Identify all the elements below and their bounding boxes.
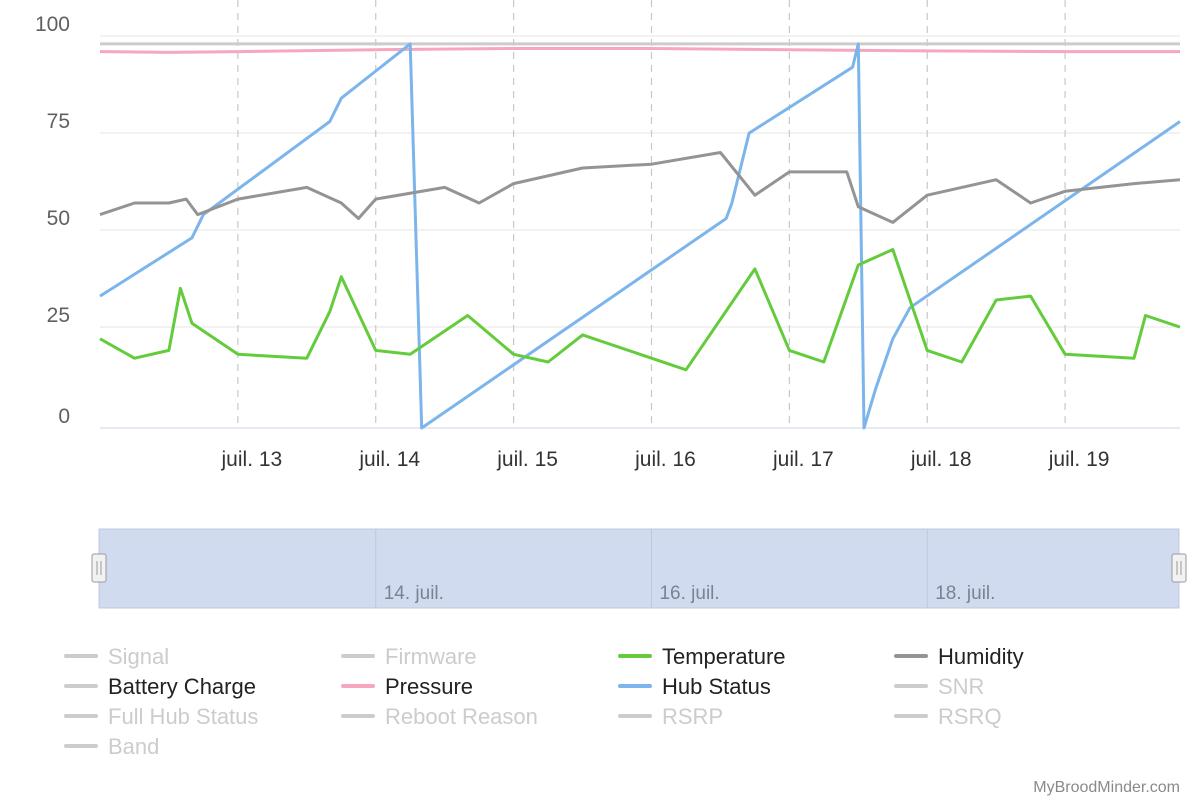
navigator-label: 16. juil. [659,583,719,604]
legend-item-rsrp[interactable]: RSRP [618,704,723,729]
y-tick-label: 25 [47,304,70,327]
legend-item-snr[interactable]: SNR [894,674,984,699]
x-tick-label: juil. 17 [772,448,834,471]
navigator-range[interactable] [98,528,1180,609]
series-line-hub-status [99,42,1181,430]
x-axis-labels: juil. 13 juil. 14 juil. 15 juil. 16 juil. 17… [221,448,1110,471]
legend: Signal Firmware Temperature Humidity Battery… [64,644,1024,759]
y-axis-labels: 0 25 50 75 100 [35,13,70,428]
legend-item-pressure[interactable]: Pressure [341,674,473,699]
legend-label: Battery Charge [108,674,256,699]
legend-item-signal[interactable]: Signal [64,644,169,669]
x-tick-label: juil. 16 [634,448,696,471]
series-line-temperature [99,248,1181,372]
legend-item-temperature[interactable]: Temperature [618,644,786,669]
legend-item-reboot-reason[interactable]: Reboot Reason [341,704,538,729]
legend-label: Pressure [385,674,473,699]
legend-item-full-hub-status[interactable]: Full Hub Status [64,704,258,729]
x-tick-label: juil. 19 [1048,448,1110,471]
legend-label: Full Hub Status [108,704,258,729]
y-tick-label: 100 [35,13,70,36]
series-line-pressure [99,47,1180,54]
legend-label: Firmware [385,644,477,669]
series-line-humidity [99,151,1181,224]
legend-item-hub-status[interactable]: Hub Status [618,674,771,699]
legend-label: SNR [938,674,984,699]
y-tick-label: 0 [58,405,70,428]
legend-item-firmware[interactable]: Firmware [341,644,477,669]
y-tick-label: 75 [47,110,70,133]
x-tick-label: juil. 14 [358,448,420,471]
plot-series [99,42,1181,430]
x-tick-label: juil. 15 [496,448,558,471]
legend-label: Band [108,734,159,759]
legend-label: Humidity [938,644,1024,669]
legend-item-band[interactable]: Band [64,734,159,759]
legend-label: Hub Status [662,674,771,699]
credit-text[interactable]: MyBroodMinder.com [1033,779,1180,796]
legend-item-humidity[interactable]: Humidity [894,644,1024,669]
legend-label: Signal [108,644,169,669]
navigator-label: 18. juil. [935,583,995,604]
y-tick-label: 50 [47,207,70,230]
grid [100,0,1180,429]
x-tick-label: juil. 13 [221,448,283,471]
legend-item-battery-charge[interactable]: Battery Charge [64,674,256,699]
legend-label: Reboot Reason [385,704,538,729]
navigator-handle-right[interactable] [1171,553,1187,583]
x-tick-label: juil. 18 [910,448,972,471]
navigator-handle-left[interactable] [91,553,107,583]
legend-item-rsrq[interactable]: RSRQ [894,704,1002,729]
legend-label: RSRP [662,704,723,729]
navigator-label: 14. juil. [384,583,444,604]
legend-label: RSRQ [938,704,1002,729]
legend-label: Temperature [662,644,786,669]
navigator[interactable]: 14. juil. 16. juil. 18. juil. [91,528,1187,609]
